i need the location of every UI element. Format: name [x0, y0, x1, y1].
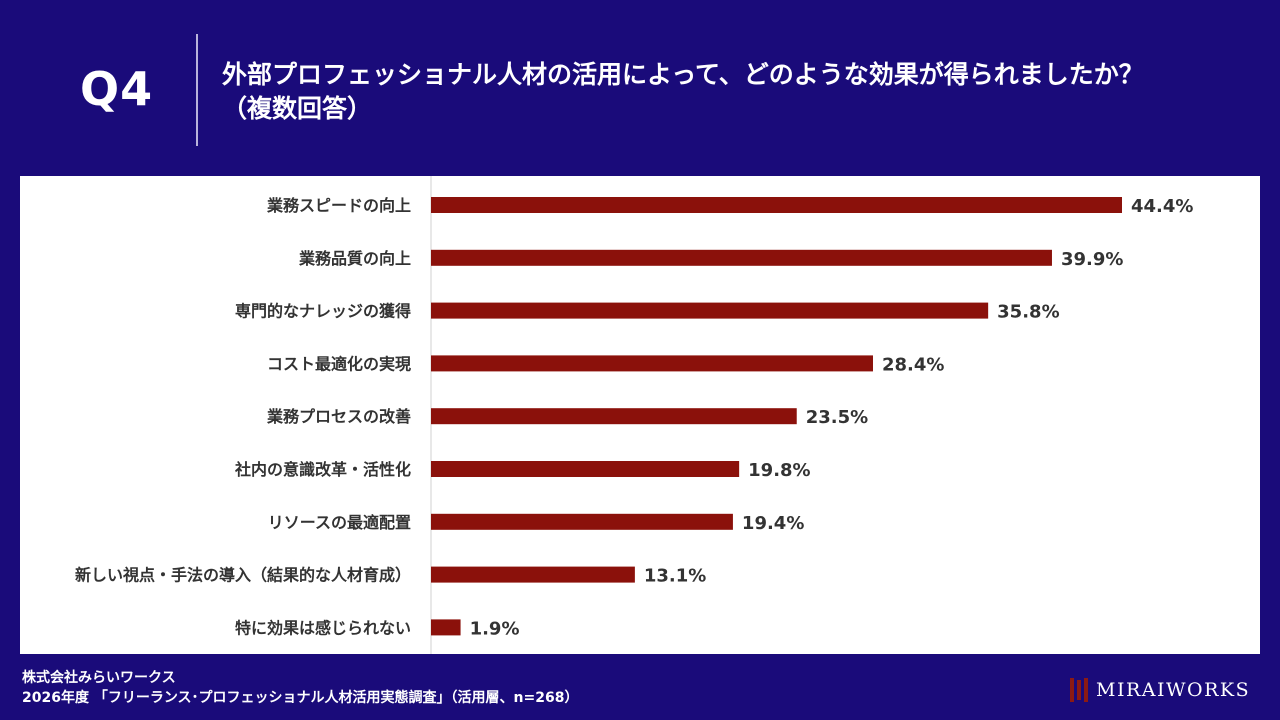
footer-company: 株式会社みらいワークス	[22, 670, 176, 686]
footer: 株式会社みらいワークス 2026年度 「フリーランス･プロフェッショナル人材活用…	[22, 668, 578, 708]
header-divider	[196, 34, 198, 146]
category-label: コスト最適化の実現	[267, 354, 411, 373]
category-label: 業務プロセスの改善	[266, 407, 411, 426]
question-title-line1: 外部プロフェッショナル人材の活用によって、どのような効果が得られましたか？	[222, 60, 1144, 89]
value-label: 44.4%	[1131, 196, 1193, 217]
brand-logo: MIRAIWORKS	[1070, 676, 1250, 704]
category-label: 業務スピードの向上	[266, 196, 411, 215]
bar	[431, 566, 635, 583]
bar	[431, 513, 733, 530]
value-label: 23.5%	[806, 407, 868, 428]
bar-chart: 業務スピードの向上 44.4% 業務品質の向上 39.9% 専門的なナレッジの獲得 35.…	[75, 176, 1193, 654]
chart-panel: 業務スピードの向上 44.4% 業務品質の向上 39.9% 専門的なナレッジの獲得 35.…	[20, 176, 1260, 654]
bar	[431, 302, 989, 319]
logo-text: MIRAIWORKS	[1096, 679, 1251, 701]
bar	[431, 408, 797, 425]
question-number: Q4	[80, 62, 154, 116]
bar	[431, 249, 1052, 266]
value-label: 1.9%	[470, 618, 520, 639]
category-label: 社内の意識改革・活性化	[234, 460, 411, 479]
logo-mark-icon	[1070, 678, 1088, 702]
value-label: 19.8%	[748, 460, 810, 481]
bar	[431, 619, 461, 636]
category-label: リソースの最適配置	[268, 513, 411, 532]
value-label: 13.1%	[644, 566, 706, 587]
value-label: 28.4%	[882, 354, 944, 375]
bar	[431, 355, 873, 372]
bar	[431, 197, 1122, 213]
category-label: 専門的なナレッジの獲得	[235, 302, 411, 321]
category-label: 業務品質の向上	[298, 249, 411, 268]
category-label: 特に効果は感じられない	[235, 618, 411, 637]
value-label: 39.9%	[1061, 249, 1123, 270]
question-title-line2: （複数回答）	[222, 94, 373, 123]
category-label: 新しい視点・手法の導入（結果的な人材育成）	[75, 566, 411, 585]
value-label: 35.8%	[997, 302, 1059, 323]
footer-source: 2026年度 「フリーランス･プロフェッショナル人材活用実態調査」（活用層、n=…	[22, 690, 579, 706]
value-label: 19.4%	[742, 513, 804, 534]
question-title: 外部プロフェッショナル人材の活用によって、どのような効果が得られましたか？ （複…	[222, 58, 1242, 126]
bar	[431, 461, 740, 477]
